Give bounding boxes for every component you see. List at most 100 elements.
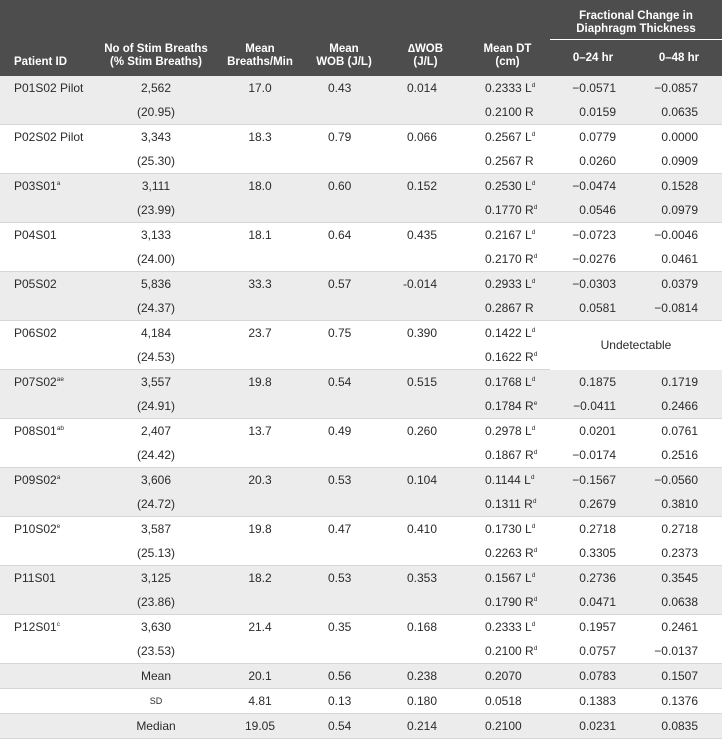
frac-change-0-48: −0.0560: [636, 467, 722, 492]
mean-dt-left: 0.2978 Ld: [465, 419, 550, 444]
mean-breaths-per-min: 18.0: [218, 173, 302, 198]
empty-cell: [302, 639, 386, 664]
patient-id-cell: P04S01: [0, 223, 94, 248]
stim-breaths-count: 2,407: [140, 424, 172, 438]
empty-cell: [0, 100, 94, 125]
footnote-marker: ae: [56, 376, 64, 383]
frac-change-0-48: −0.0137: [636, 639, 722, 664]
summary-breaths-per-min: 19.05: [218, 713, 302, 739]
patient-id: P08S01: [14, 424, 57, 438]
stim-breaths-percent: (24.00): [94, 247, 218, 272]
summary-frac-0-24: 0.0231: [550, 713, 636, 739]
footnote-marker: d: [531, 327, 536, 334]
delta-wob: 0.066: [406, 130, 437, 144]
footnote-marker: d: [531, 376, 536, 383]
summary-label: Mean: [94, 663, 218, 689]
patient-id-cell: P11S01: [0, 565, 94, 590]
frac-change-0-48: −0.0814: [636, 296, 722, 321]
frac-change-0-24: 0.0757: [550, 639, 636, 664]
footnote-marker: d: [532, 498, 537, 505]
patient-id-cell: P05S02: [0, 271, 94, 296]
mean-dt-left: 0.2933 Ld: [465, 271, 550, 296]
patient-row: P02S02 Pilot 3,343 18.3 0.79 0.066 0.2567 Ld 0…: [0, 125, 722, 150]
frac-change-0-48: 0.1528: [636, 173, 722, 198]
patient-id: P11S01: [14, 571, 56, 585]
patient-row: P03S01a 3,111 18.0 0.60 0.152 0.2530 Ld −0.047…: [0, 173, 722, 198]
frac-change-0-24: 0.0471: [550, 590, 636, 615]
empty-cell: [218, 443, 302, 468]
summary-wob: 0.56: [302, 663, 386, 689]
patient-row: P12S01c 3,630 21.4 0.35 0.168 0.2333 Ld 0.1957…: [0, 615, 722, 640]
patient-id-cell: P07S02ae: [0, 369, 94, 394]
frac-change-0-48: 0.0761: [661, 424, 699, 438]
footnote-marker: d: [533, 351, 538, 358]
mean-dt-left: 0.1567 Ld: [465, 565, 550, 590]
empty-cell: [218, 590, 302, 615]
mean-wob: 0.49: [328, 424, 352, 438]
footnote-marker: e: [533, 400, 538, 407]
table-header: Patient ID No of Stim Breaths (% Stim Bre…: [0, 0, 722, 76]
header-mean-wob: Mean WOB (J/L): [302, 0, 386, 76]
dt-value: 0.2567: [485, 130, 522, 144]
dt-side: L: [525, 179, 532, 193]
stim-breaths-percent: (24.53): [94, 345, 218, 370]
frac-change-0-24: 0.0546: [550, 198, 636, 223]
patient-row-secondary: (24.91) 0.1784 Re −0.0411 0.2466: [0, 394, 722, 419]
patient-row: P09S02a 3,606 20.3 0.53 0.104 0.1144 Ld −0.156…: [0, 467, 722, 492]
dt-value: 0.1730: [485, 522, 522, 536]
patient-id: P12S01: [14, 620, 57, 634]
dt-side: R: [524, 497, 533, 511]
empty-cell: [386, 198, 465, 223]
empty-cell: [218, 541, 302, 566]
frac-change-0-48: 0.2466: [636, 394, 722, 419]
frac-change-0-24: 0.1957: [579, 620, 616, 634]
mean-dt-right: 0.1311 Rd: [465, 492, 550, 517]
frac-change-0-48: 0.2516: [636, 443, 722, 468]
frac-change-0-48: 0.0635: [636, 100, 722, 125]
dt-value: 0.2333: [485, 81, 522, 95]
summary-frac-0-24: 0.1383: [550, 688, 636, 714]
empty-cell: [218, 296, 302, 321]
dt-value: 0.2100: [485, 105, 522, 119]
frac-change-0-24: 0.0779: [579, 130, 616, 144]
dt-value: 0.1622: [485, 350, 522, 364]
frac-change-0-48: 0.0979: [636, 198, 722, 223]
delta-wob: 0.168: [406, 620, 437, 634]
mean-wob: 0.79: [328, 130, 352, 144]
footnote-marker: d: [533, 449, 538, 456]
patient-id: P04S01: [14, 228, 57, 242]
empty-cell: [386, 639, 465, 664]
stim-breaths-count: 3,343: [140, 130, 172, 144]
mean-dt-right: 0.2263 Rd: [465, 541, 550, 566]
dt-side: R: [525, 644, 534, 658]
empty-cell: [302, 247, 386, 272]
frac-change-0-24: 0.2718: [579, 522, 616, 536]
table-body: P01S02 Pilot 2,562 17.0 0.43 0.014 0.2333 Ld −…: [0, 76, 722, 739]
summary-frac-0-48: 0.1507: [636, 663, 722, 689]
patient-id-cell: P02S02 Pilot: [0, 125, 94, 150]
empty-cell: [386, 247, 465, 272]
stim-breaths-percent: (25.30): [94, 149, 218, 174]
empty-cell: [0, 541, 94, 566]
stim-breaths-count: 3,133: [140, 228, 172, 242]
empty-cell: [0, 663, 94, 689]
frac-change-0-24: −0.1567: [550, 467, 636, 492]
empty-cell: [386, 296, 465, 321]
frac-change-0-48: 0.0000: [661, 130, 699, 144]
mean-breaths-per-min: 18.2: [218, 565, 302, 590]
patient-id-cell: P03S01a: [0, 173, 94, 198]
header-0-48-hr: 0–48 hr: [636, 39, 722, 76]
dt-side: R: [525, 399, 534, 413]
patient-row: P04S01 3,133 18.1 0.64 0.435 0.2167 Ld −0.0723…: [0, 223, 722, 248]
frac-change-0-48: 0.3810: [636, 492, 722, 517]
frac-change-0-48: −0.0857: [636, 76, 722, 100]
patient-id: P09S02: [14, 473, 57, 487]
empty-cell: [302, 345, 386, 370]
summary-breaths-per-min: 20.1: [218, 663, 302, 689]
dt-value: 0.2567: [485, 154, 522, 168]
stim-breaths-count: 3,587: [140, 522, 172, 536]
dt-side: L: [525, 228, 532, 242]
mean-breaths-per-min: 19.8: [248, 522, 272, 536]
footnote-marker: d: [533, 547, 538, 554]
